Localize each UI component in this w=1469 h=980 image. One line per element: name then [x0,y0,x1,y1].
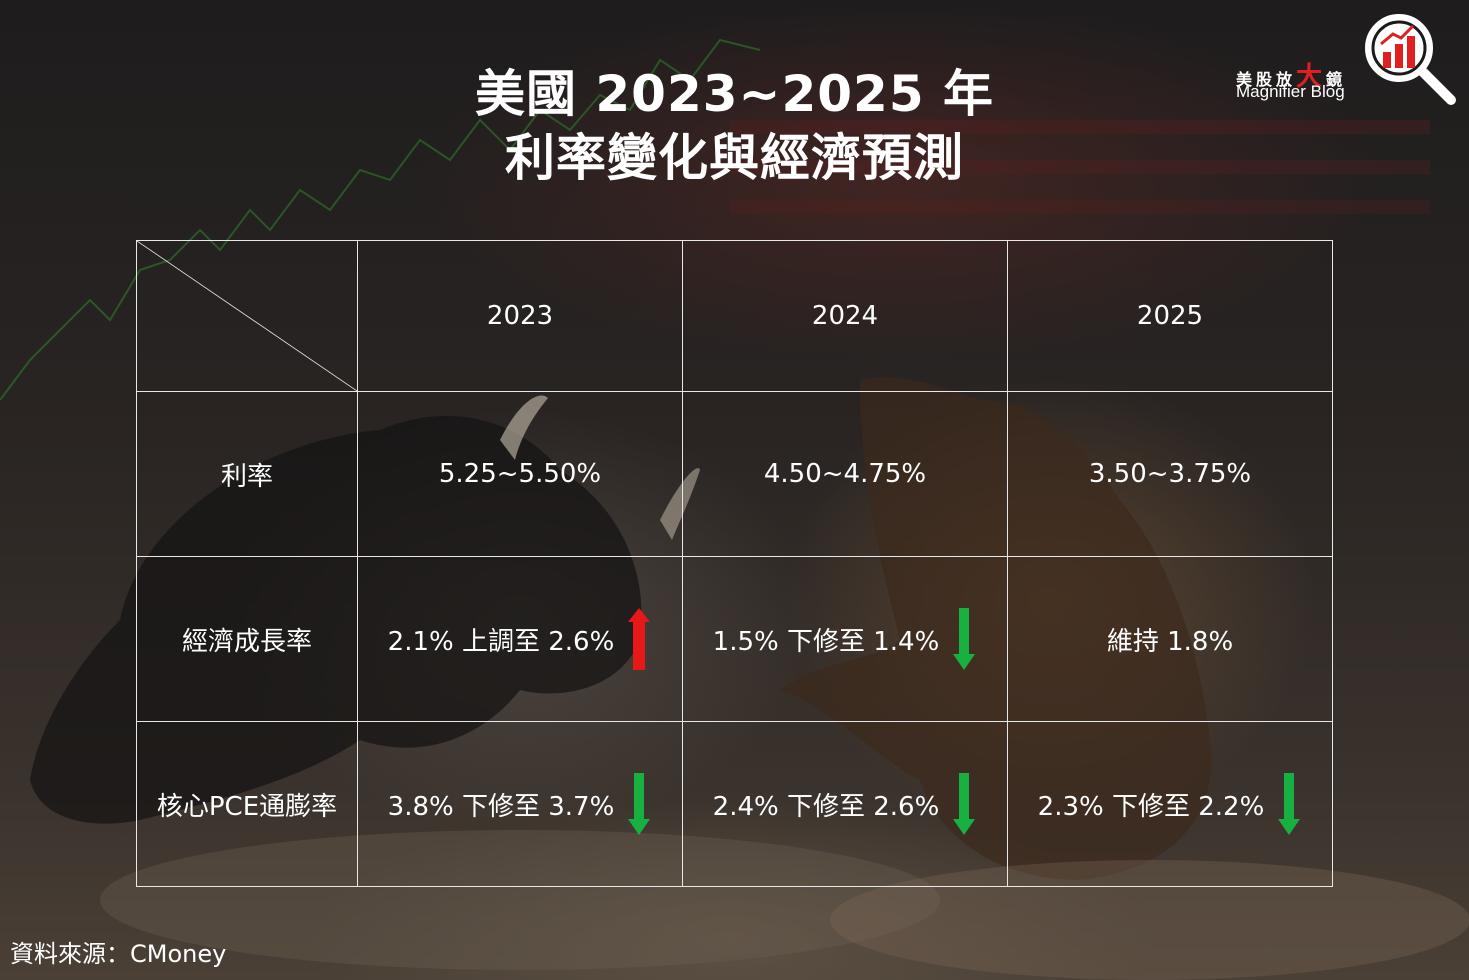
arrow-up-icon [628,608,651,670]
table-cell: 2.4% 下修至 2.6% [682,721,1008,887]
table-cell: 1.5% 下修至 1.4% [682,556,1008,722]
table-row-interest-rate: 利率 5.25~5.50% 4.50~4.75% 3.50~3.75% [136,391,1333,557]
row-label-interest-rate: 利率 [136,391,358,557]
logo-brand-text: 美股放大鏡 [1236,62,1347,92]
cell-value: 維持 1.8% [1106,626,1234,657]
brand-logo: 美股放大鏡 Magnifier Blog [1229,8,1469,108]
year-header-2024: 2024 [682,240,1008,392]
forecast-table: 2023 2024 2025 利率 5.25~5.50% 4.50~4.75% … [136,240,1333,887]
cell-value: 3.8% 下修至 3.7% [387,791,615,822]
source-note: 資料來源：CMoney [10,940,227,968]
table-cell: 維持 1.8% [1007,556,1333,722]
cell-value: 3.50~3.75% [1088,459,1252,489]
corner-cell [136,240,358,392]
corner-diagonal-line [137,241,357,391]
cell-value: 2.4% 下修至 2.6% [712,791,940,822]
table-header-row: 2023 2024 2025 [136,240,1333,392]
page-title: 美國 2023~2025 年 利率變化與經濟預測 [0,62,1469,190]
table-row-core-pce: 核心PCE通膨率 3.8% 下修至 3.7% 2.4% 下修至 2.6% 2.3… [136,721,1333,887]
table-cell: 5.25~5.50% [357,391,683,557]
cell-value: 4.50~4.75% [763,459,927,489]
table-cell: 3.50~3.75% [1007,391,1333,557]
magnifier-chart-icon [1365,14,1456,105]
row-label-core-pce: 核心PCE通膨率 [136,721,358,887]
logo-subtitle: Magnifier Blog [1236,82,1345,101]
year-header-2025: 2025 [1007,240,1333,392]
table-cell: 2.3% 下修至 2.2% [1007,721,1333,887]
year-header-2023: 2023 [357,240,683,392]
arrow-down-icon [953,773,976,835]
cell-value: 2.1% 上調至 2.6% [387,626,615,657]
title-line-2: 利率變化與經濟預測 [505,129,964,187]
title-line-1: 美國 2023~2025 年 [474,65,995,123]
row-label-gdp-growth: 經濟成長率 [136,556,358,722]
arrow-down-icon [628,773,651,835]
cell-value: 2.3% 下修至 2.2% [1037,791,1265,822]
arrow-down-icon [1278,773,1301,835]
cell-value: 1.5% 下修至 1.4% [712,626,940,657]
table-cell: 3.8% 下修至 3.7% [357,721,683,887]
table-cell: 4.50~4.75% [682,391,1008,557]
cell-value: 5.25~5.50% [438,459,602,489]
table-row-gdp-growth: 經濟成長率 2.1% 上調至 2.6% 1.5% 下修至 1.4% 維持 1.8… [136,556,1333,722]
arrow-down-icon [953,608,976,670]
table-cell: 2.1% 上調至 2.6% [357,556,683,722]
